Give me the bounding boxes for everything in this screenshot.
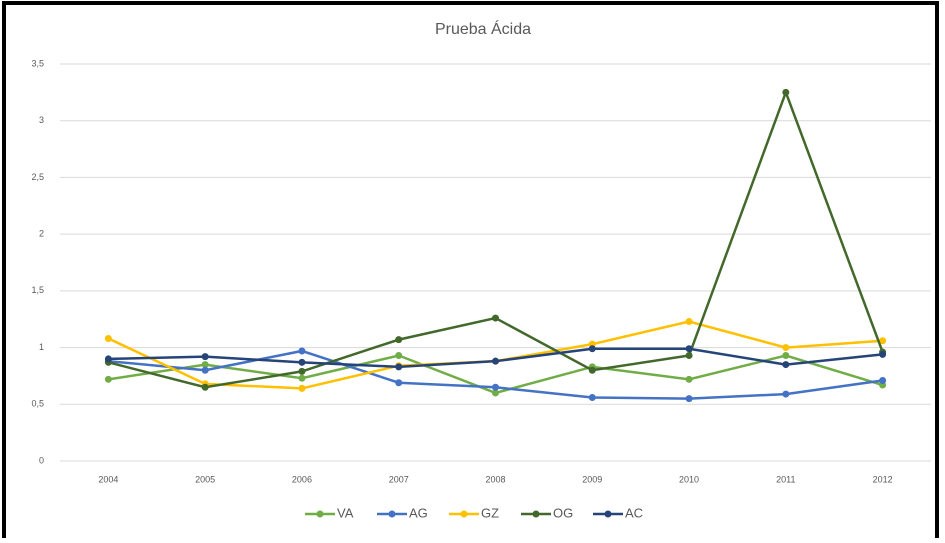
data-point xyxy=(298,367,306,375)
data-point xyxy=(588,345,596,353)
y-tick-label: 2 xyxy=(39,229,44,239)
x-tick-label: 2007 xyxy=(389,474,409,484)
chart-title: Prueba Ácida xyxy=(435,19,531,38)
x-tick-label: 2004 xyxy=(98,474,118,484)
data-point xyxy=(685,345,693,353)
data-point xyxy=(879,350,887,358)
data-point xyxy=(879,337,887,345)
x-tick-label: 2005 xyxy=(195,474,215,484)
data-point xyxy=(395,352,403,360)
y-tick-label: 3,5 xyxy=(31,58,44,68)
data-point xyxy=(104,334,112,342)
data-point xyxy=(298,374,306,382)
data-point xyxy=(298,347,306,355)
data-point xyxy=(201,353,209,361)
legend-label: OG xyxy=(553,505,573,520)
x-tick-label: 2012 xyxy=(873,474,893,484)
data-point xyxy=(782,390,790,398)
data-point xyxy=(201,383,209,391)
legend-marker xyxy=(388,510,396,518)
data-point xyxy=(492,357,499,365)
data-point xyxy=(588,393,596,401)
data-point xyxy=(685,395,693,403)
legend-marker xyxy=(460,510,468,518)
legend-label: AG xyxy=(409,505,428,520)
data-point xyxy=(298,358,306,366)
y-tick-label: 3 xyxy=(39,115,44,125)
data-point xyxy=(782,344,790,352)
y-tick-label: 1 xyxy=(39,342,44,352)
data-point xyxy=(395,363,403,371)
data-point xyxy=(782,88,790,96)
data-point xyxy=(298,384,306,392)
data-point xyxy=(685,317,693,325)
y-tick-label: 0,5 xyxy=(31,399,44,409)
legend-marker xyxy=(316,510,324,518)
data-point xyxy=(492,389,499,397)
data-point xyxy=(685,352,693,360)
data-point xyxy=(492,383,499,391)
data-point xyxy=(588,366,596,374)
data-point xyxy=(104,355,112,363)
data-point xyxy=(201,366,209,374)
data-point xyxy=(395,379,403,387)
data-point xyxy=(685,375,693,383)
data-point xyxy=(879,376,887,384)
y-tick-label: 1,5 xyxy=(31,285,44,295)
x-tick-label: 2008 xyxy=(485,474,505,484)
legend-label: GZ xyxy=(481,505,499,520)
data-point xyxy=(104,375,112,383)
data-point xyxy=(492,314,499,322)
data-point xyxy=(782,361,790,369)
y-tick-label: 2,5 xyxy=(31,172,44,182)
data-point xyxy=(201,361,209,369)
x-tick-label: 2006 xyxy=(292,474,312,484)
x-tick-label: 2011 xyxy=(776,474,795,484)
y-tick-label: 0 xyxy=(39,455,44,465)
legend-marker xyxy=(604,510,612,518)
legend-label: VA xyxy=(337,505,354,520)
x-tick-label: 2010 xyxy=(679,474,699,484)
data-point xyxy=(782,352,790,360)
legend-marker xyxy=(532,510,540,518)
x-tick-label: 2009 xyxy=(582,474,602,484)
legend-label: AC xyxy=(625,505,643,520)
data-point xyxy=(395,336,403,344)
